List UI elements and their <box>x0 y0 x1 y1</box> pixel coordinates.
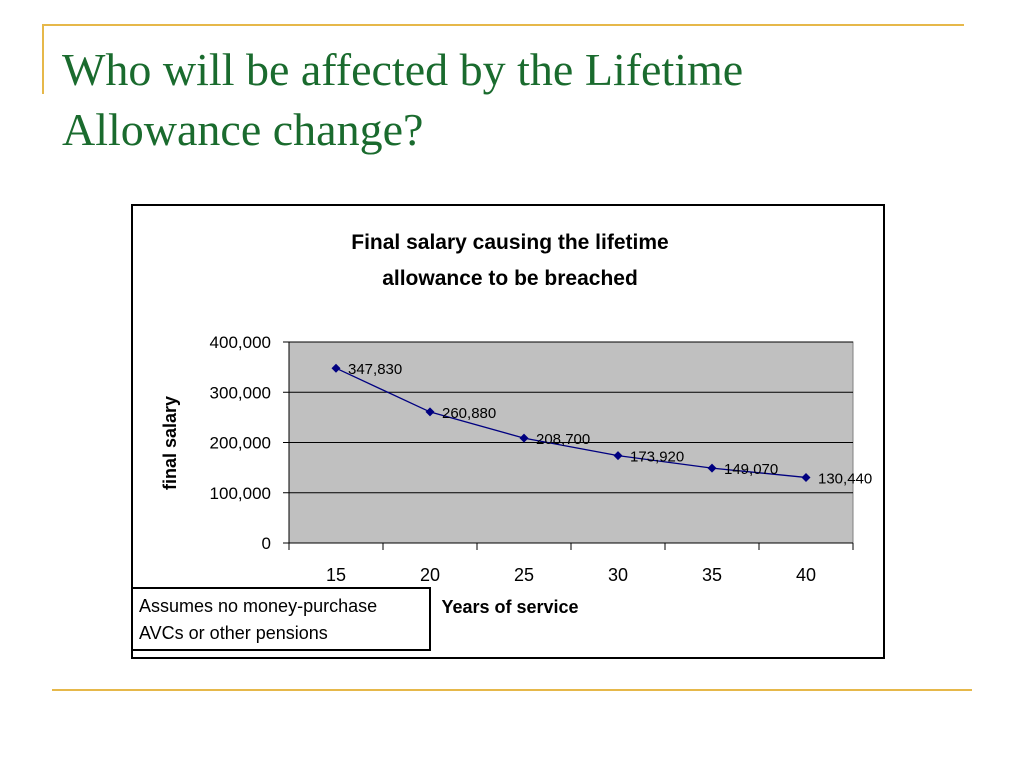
y-tick-label: 300,000 <box>210 383 271 402</box>
x-tick-label: 25 <box>514 565 534 585</box>
data-label: 149,070 <box>724 461 778 478</box>
y-axis-title: final salary <box>160 396 180 490</box>
slide-title-line-1: Who will be affected by the Lifetime <box>62 44 744 95</box>
data-label: 208,700 <box>536 431 590 448</box>
axis-layer: 0 100,000 200,000 300,000 400,000 15 20 25 30 35 4… <box>210 333 854 585</box>
data-point <box>519 433 529 443</box>
data-label: 347,830 <box>348 361 402 378</box>
slide-title-line-2: Allowance change? <box>62 104 424 155</box>
label-layer: 347,830 260,880 208,700 173,920 149,070 130,4… <box>348 361 872 487</box>
chart-title-line-1: Final salary causing the lifetime <box>351 231 668 254</box>
series-layer <box>331 363 811 482</box>
chart-container: 0 100,000 200,000 300,000 400,000 15 20 25 30 35 4… <box>131 204 885 659</box>
assumption-note-line-1: Assumes no money-purchase <box>139 596 378 616</box>
data-point <box>331 363 341 373</box>
assumption-note-line-2: AVCs or other pensions <box>139 623 328 643</box>
left-accent-rule <box>42 24 44 94</box>
x-tick-label: 35 <box>702 565 722 585</box>
slide-title: Who will be affected by the Lifetime All… <box>62 40 962 160</box>
y-tick-label: 0 <box>262 534 271 553</box>
x-tick-label: 15 <box>326 565 346 585</box>
data-point <box>425 407 435 417</box>
y-tick-label: 100,000 <box>210 484 271 503</box>
x-axis-title: Years of service <box>441 597 578 617</box>
grid-layer <box>288 341 854 544</box>
x-tick-label: 30 <box>608 565 628 585</box>
data-label: 130,440 <box>818 470 872 487</box>
y-tick-label: 200,000 <box>210 434 271 453</box>
data-label: 173,920 <box>630 449 684 466</box>
chart-title-line-2: allowance to be breached <box>382 267 638 290</box>
line-chart: 0 100,000 200,000 300,000 400,000 15 20 25 30 35 4… <box>160 231 872 617</box>
data-label: 260,880 <box>442 405 496 422</box>
data-point <box>801 472 811 482</box>
top-accent-rule <box>42 24 964 26</box>
x-tick-label: 40 <box>796 565 816 585</box>
assumption-note: Assumes no money-purchase AVCs or other … <box>131 587 431 651</box>
x-tick-label: 20 <box>420 565 440 585</box>
data-point <box>707 463 717 473</box>
bottom-accent-rule <box>52 689 972 691</box>
y-tick-label: 400,000 <box>210 333 271 352</box>
series-line <box>335 367 807 479</box>
data-point <box>613 451 623 461</box>
